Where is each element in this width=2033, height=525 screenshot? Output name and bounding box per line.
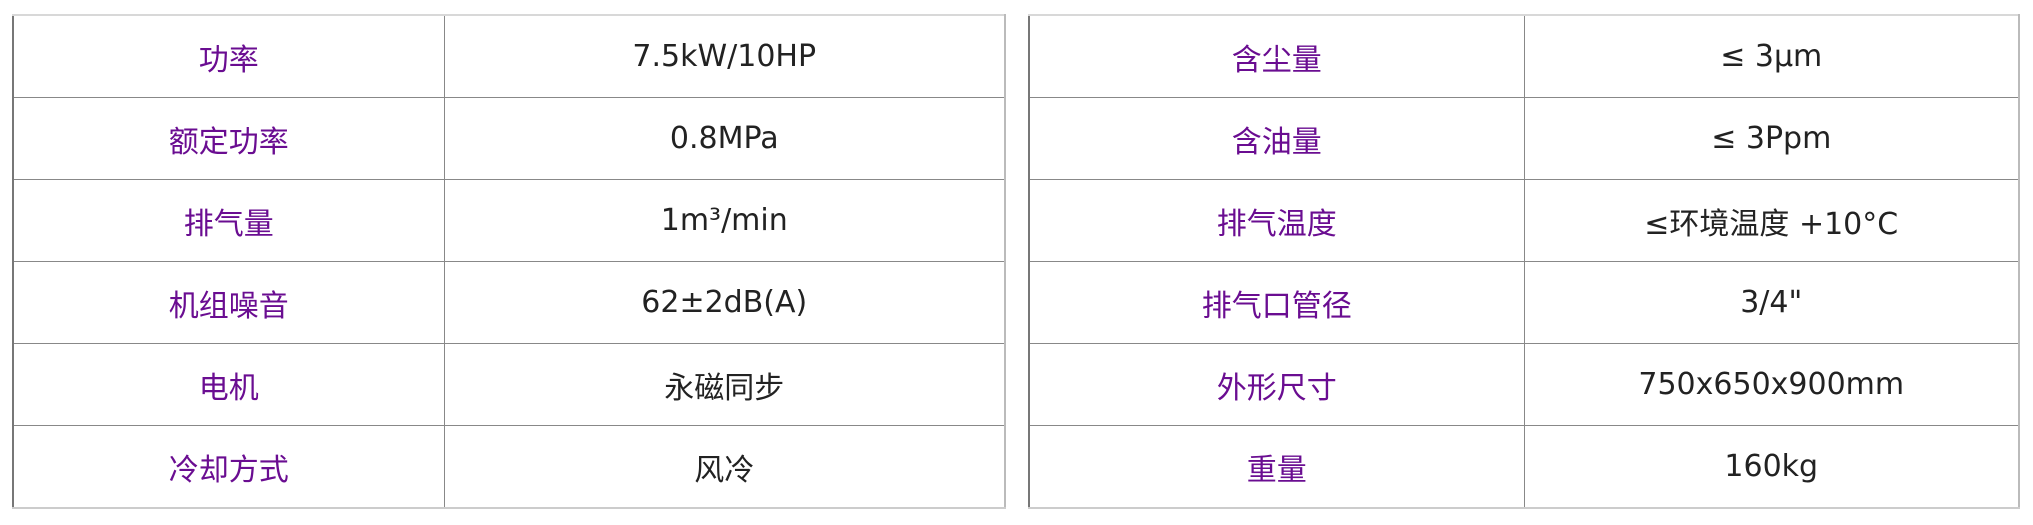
spec-value: 62±2dB(A): [443, 261, 1006, 344]
spec-label: 含尘量: [1028, 14, 1525, 98]
spec-value: 750x650x900mm: [1523, 343, 2020, 426]
table-row: 排气量 1m³/min: [12, 179, 1006, 262]
table-row: 重量 160kg: [1028, 425, 2020, 509]
spec-value: 7.5kW/10HP: [443, 14, 1006, 98]
table-row: 排气口管径 3/4": [1028, 261, 2020, 344]
spec-label: 冷却方式: [12, 425, 445, 509]
spec-value: 风冷: [443, 425, 1006, 509]
table-row: 额定功率 0.8MPa: [12, 97, 1006, 180]
spec-value: ≤ 3Ppm: [1523, 97, 2020, 180]
table-row: 功率 7.5kW/10HP: [12, 14, 1006, 98]
spec-label: 外形尺寸: [1028, 343, 1525, 426]
spec-label: 含油量: [1028, 97, 1525, 180]
spec-table-left: 功率 7.5kW/10HP 额定功率 0.8MPa 排气量 1m³/min 机组噪音 6…: [12, 14, 1006, 509]
table-row: 含油量 ≤ 3Ppm: [1028, 97, 2020, 180]
spec-value: 3/4": [1523, 261, 2020, 344]
spec-table-right: 含尘量 ≤ 3μm 含油量 ≤ 3Ppm 排气温度 ≤环境温度 +10°C 排气口管径…: [1028, 14, 2020, 509]
spec-label: 机组噪音: [12, 261, 445, 344]
spec-value: 1m³/min: [443, 179, 1006, 262]
table-row: 冷却方式 风冷: [12, 425, 1006, 509]
spec-label: 排气温度: [1028, 179, 1525, 262]
spec-label: 排气量: [12, 179, 445, 262]
spec-label: 重量: [1028, 425, 1525, 509]
spec-label: 额定功率: [12, 97, 445, 180]
spec-label: 排气口管径: [1028, 261, 1525, 344]
table-row: 排气温度 ≤环境温度 +10°C: [1028, 179, 2020, 262]
spec-value: 160kg: [1523, 425, 2020, 509]
table-row: 外形尺寸 750x650x900mm: [1028, 343, 2020, 426]
table-row: 电机 永磁同步: [12, 343, 1006, 426]
spec-value: ≤ 3μm: [1523, 14, 2020, 98]
spec-label: 功率: [12, 14, 445, 98]
spec-label: 电机: [12, 343, 445, 426]
spec-value: 永磁同步: [443, 343, 1006, 426]
spec-value: ≤环境温度 +10°C: [1523, 179, 2020, 262]
table-row: 含尘量 ≤ 3μm: [1028, 14, 2020, 98]
table-row: 机组噪音 62±2dB(A): [12, 261, 1006, 344]
spec-value: 0.8MPa: [443, 97, 1006, 180]
